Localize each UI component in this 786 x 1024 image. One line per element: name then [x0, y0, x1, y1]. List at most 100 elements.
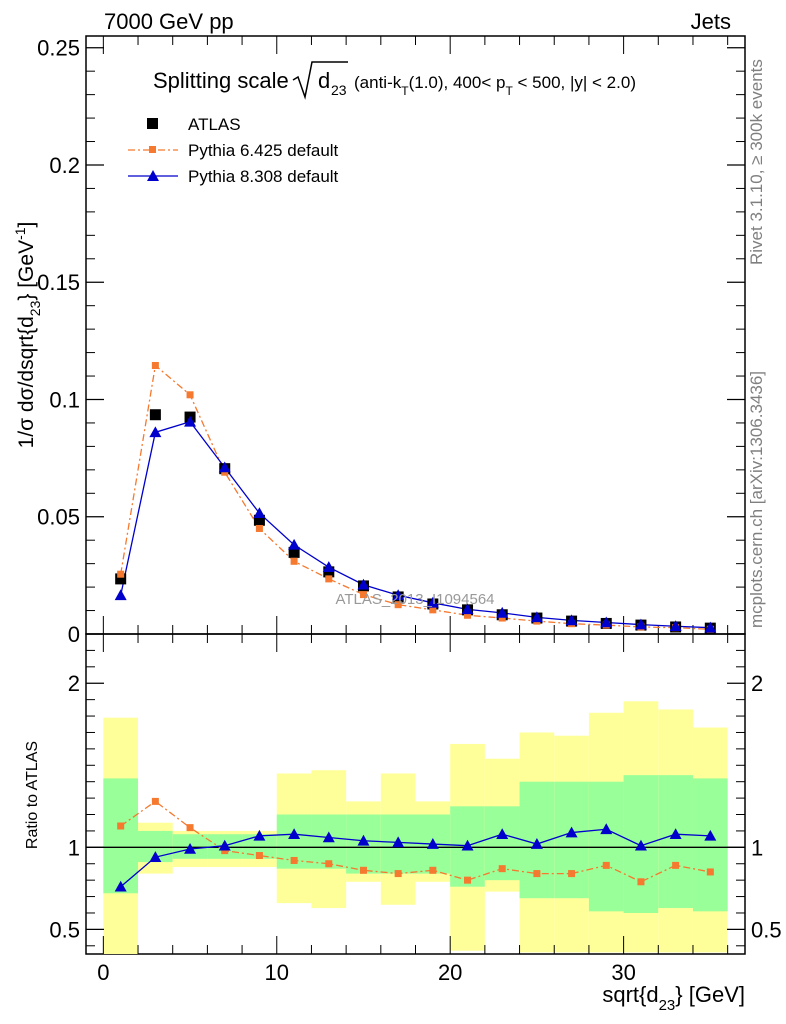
pythia8-point — [704, 621, 717, 633]
ratio-pythia8-point — [184, 842, 197, 854]
ratio-ytick-label: 0.5 — [49, 917, 80, 942]
ratio-pythia8-point — [322, 831, 335, 843]
chart-title: Splitting scale d 23 (anti-kT(1.0), 400<… — [153, 61, 636, 100]
analysis-watermark: ATLAS_2013_I1094564 — [335, 591, 494, 608]
atlas-point — [149, 409, 161, 421]
pythia8-point — [669, 620, 682, 632]
ratio-pythia8-point — [218, 839, 231, 851]
pythia6-point — [151, 361, 159, 369]
ratio-pythia8-point — [530, 838, 543, 849]
ratio-pythia8-point — [149, 851, 162, 862]
pythia8-point — [253, 507, 266, 519]
ratio-pythia6-point — [464, 876, 472, 884]
title-prefix: Splitting scale — [153, 68, 289, 93]
ratio-pythia6-point — [221, 847, 229, 855]
header-left: 7000 GeV pp — [104, 9, 234, 34]
title-cond-c: < 500, |y| < 2.0) — [513, 73, 636, 92]
sqrt-symbol — [292, 61, 348, 100]
legend-marker-pythia6 — [149, 146, 156, 153]
ratio-pythia8-point — [426, 838, 439, 849]
ratio-pythia6-point — [602, 861, 610, 869]
legend-marker-pythia8 — [147, 170, 159, 181]
legend-label-atlas: ATLAS — [188, 115, 241, 134]
ratio-pythia6-point — [290, 856, 298, 864]
pythia8-point — [426, 596, 439, 608]
svg-text:Rivet 3.1.10, ≥ 300k events: Rivet 3.1.10, ≥ 300k events — [747, 59, 766, 265]
title-var: d — [318, 68, 330, 93]
ratio-pythia6-point — [325, 860, 333, 868]
pythia8-point — [565, 614, 578, 626]
ratio-pythia6-point — [706, 868, 714, 876]
ratio-ytick-label-right: 0.5 — [751, 917, 782, 942]
pythia8-point — [634, 618, 647, 630]
x-axis-label: sqrt{d23} [GeV] — [602, 982, 745, 1014]
band-inner-14 — [588, 781, 624, 912]
pythia6-point — [255, 524, 263, 532]
xtick-label: 10 — [265, 960, 289, 985]
main-ytick-label: 0 — [68, 622, 80, 647]
ratio-pythia6-point — [498, 865, 506, 873]
pythia8-point — [461, 603, 474, 615]
pythia6-point — [117, 570, 125, 578]
pythia8-point — [218, 461, 231, 473]
pythia6-point — [429, 606, 437, 614]
ratio-pythia8-line — [120, 828, 711, 888]
pythia8-point — [530, 611, 543, 623]
band-inner-13 — [554, 781, 589, 899]
title-var-sub: 23 — [331, 82, 347, 98]
pythia8-point — [322, 561, 335, 572]
ratio-y-axis-label: Ratio to ATLAS — [24, 741, 41, 849]
ratio-pythia6-point — [672, 861, 680, 869]
ratio-pythia8-point — [634, 839, 647, 851]
pythia8-point — [600, 616, 613, 628]
ratio-pythia8-point — [392, 836, 405, 848]
main-ytick-label: 0.2 — [49, 153, 80, 178]
ratio-pythia6-point — [429, 866, 437, 874]
pythia8-line — [120, 421, 711, 629]
main-ytick-label: 0.05 — [37, 505, 80, 530]
ratio-ytick-label: 1 — [68, 835, 80, 860]
pythia6-point — [290, 557, 298, 565]
ratio-uncertainty-bands — [103, 701, 728, 954]
mcplots-label: mcplots.cern.ch [arXiv:1306.3436] — [747, 371, 766, 628]
ratio-pythia8-point — [704, 829, 717, 841]
chart-series — [114, 361, 717, 892]
svg-text:Ratio to ATLAS: Ratio to ATLAS — [24, 741, 41, 849]
pythia8-point — [149, 426, 162, 438]
svg-text:(anti-kT(1.0), 400< pT < 500,: (anti-kT(1.0), 400< pT < 500, |y| < 2.0) — [354, 73, 636, 98]
ratio-pythia8-point — [288, 828, 301, 840]
title-cond-a-sub: T — [401, 84, 409, 98]
xtick-label: 0 — [97, 960, 109, 985]
ratio-pythia8-point — [461, 839, 474, 851]
ratio-pythia8-point — [565, 826, 578, 838]
main-ytick-label: 0.15 — [37, 270, 80, 295]
pythia8-point — [496, 606, 509, 618]
ratio-ytick-label-right: 1 — [751, 835, 763, 860]
pythia8-point — [357, 578, 370, 590]
ratio-ytick-label-right: 2 — [751, 671, 763, 696]
legend-label-pythia6: Pythia 6.425 default — [188, 141, 339, 160]
ratio-pythia8-point — [600, 823, 613, 835]
legend-label-pythia8: Pythia 8.308 default — [188, 167, 339, 186]
ratio-pythia6-point — [394, 870, 402, 878]
main-ytick-label: 0.25 — [37, 36, 80, 61]
rivet-label: Rivet 3.1.10, ≥ 300k events — [747, 59, 766, 265]
ratio-pythia8-point — [253, 829, 266, 841]
ratio-pythia6-point — [255, 852, 263, 860]
pythia6-point — [394, 601, 402, 609]
ratio-pythia6-point — [637, 878, 645, 886]
ratio-pythia8-point — [669, 828, 682, 840]
pythia6-point — [464, 611, 472, 619]
band-inner-17 — [692, 778, 728, 912]
xtick-label: 20 — [438, 960, 462, 985]
band-inner-16 — [658, 775, 693, 909]
header-right: Jets — [691, 9, 731, 34]
pythia6-line — [120, 364, 711, 630]
title-cond-b: (1.0), 400< p — [409, 73, 506, 92]
atlas-point — [288, 546, 300, 558]
main-panel-frame — [85, 35, 746, 635]
ratio-pythia6-point — [151, 797, 159, 805]
xtick-label: 30 — [611, 960, 635, 985]
svg-text:1/σ dσ/dsqrt{d23} [GeV-1]: 1/σ dσ/dsqrt{d23} [GeV-1] — [12, 222, 43, 449]
